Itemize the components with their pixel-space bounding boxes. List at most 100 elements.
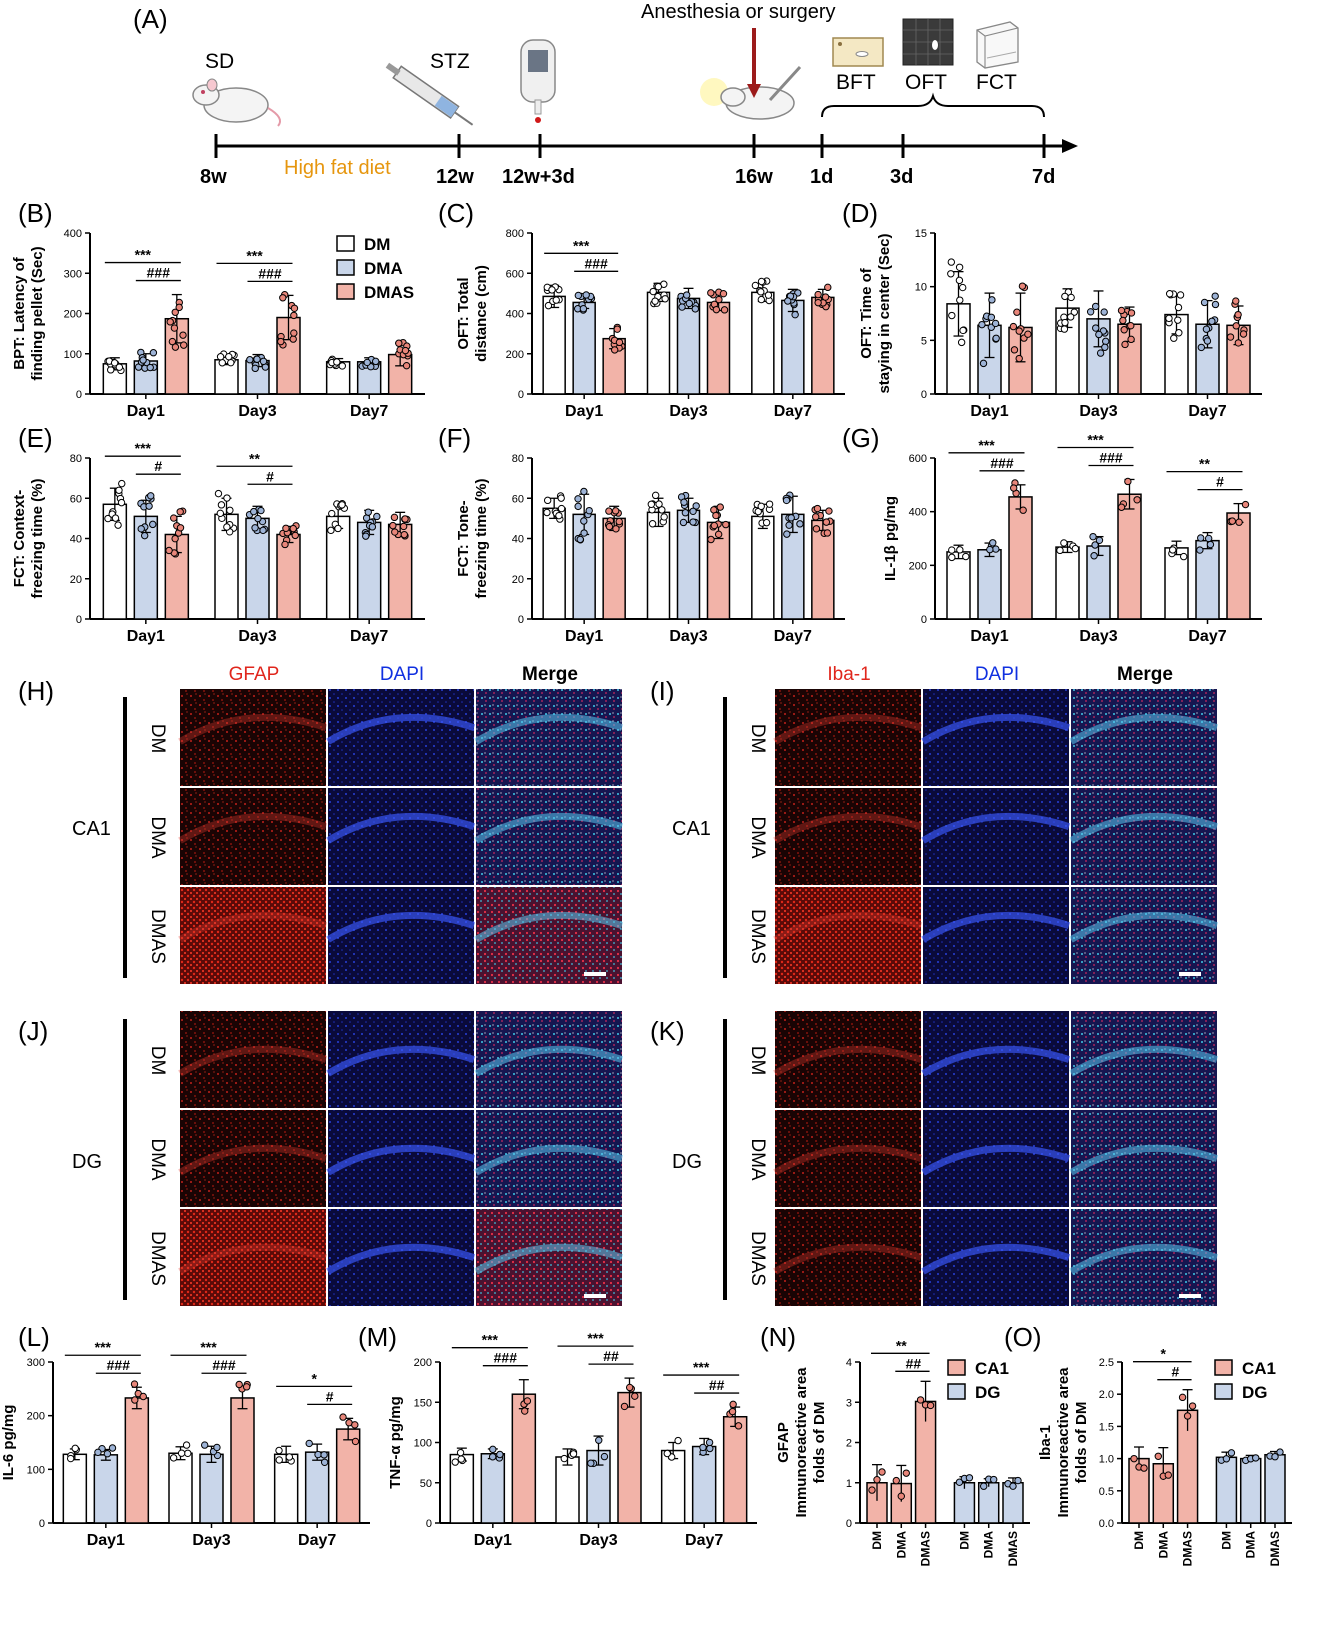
panel-letter-b: (B) xyxy=(18,198,53,228)
data-point xyxy=(66,1454,75,1463)
data-point xyxy=(576,535,584,544)
data-point xyxy=(179,341,188,349)
significance-marker: ## xyxy=(906,1355,922,1371)
tick-12w: 12w xyxy=(436,166,474,188)
data-point xyxy=(1165,290,1174,298)
y-tick-label: 2.0 xyxy=(1099,1389,1114,1401)
bar xyxy=(706,301,731,395)
data-point xyxy=(200,1441,209,1449)
data-point xyxy=(651,491,660,500)
x-category-label: DMAS xyxy=(919,1531,933,1566)
data-point xyxy=(660,513,668,521)
cell-layer-band xyxy=(474,1243,624,1275)
tick-1d: 1d xyxy=(810,166,833,188)
cell-layer-band xyxy=(1069,1243,1219,1275)
data-point xyxy=(707,289,715,297)
x-category-label: DMAS xyxy=(1268,1531,1282,1566)
data-point xyxy=(259,357,268,365)
x-category-label: Day3 xyxy=(669,403,707,420)
data-point xyxy=(147,492,155,500)
data-point xyxy=(716,503,724,511)
data-point xyxy=(958,283,967,292)
bar xyxy=(660,1449,686,1524)
data-point xyxy=(305,1439,313,1448)
data-point xyxy=(171,308,179,316)
data-point xyxy=(1056,546,1064,555)
micrograph-iba-1-dma xyxy=(775,1110,921,1207)
cell-layer-band xyxy=(1069,1144,1219,1176)
cell-layer-band xyxy=(921,812,1071,844)
test-fct: FCT xyxy=(976,71,1017,94)
panel-letter-c: (C) xyxy=(438,198,474,228)
data-point xyxy=(1168,546,1177,554)
y-tick-label: 50 xyxy=(420,1478,432,1490)
data-point xyxy=(674,1436,682,1445)
data-point xyxy=(114,521,122,529)
legend-label-ca1: CA1 xyxy=(975,1359,1009,1378)
data-point xyxy=(218,359,226,367)
data-point xyxy=(1175,329,1183,337)
syringe-icon xyxy=(385,62,474,126)
data-point xyxy=(338,501,346,509)
data-point xyxy=(897,1492,905,1500)
panel-letter-d: (D) xyxy=(842,198,878,228)
significance-marker: ### xyxy=(1099,449,1123,465)
data-point xyxy=(368,523,377,531)
y-tick-label: 100 xyxy=(414,1438,432,1450)
data-point xyxy=(290,304,299,312)
data-point xyxy=(796,520,804,528)
imaging-panel-j: (J) DG DM DMA DMAS xyxy=(18,1011,624,1306)
data-point xyxy=(166,318,174,326)
legend-swatch-dg xyxy=(947,1383,966,1400)
y-tick-label: 5 xyxy=(921,335,927,347)
y-tick-label: 1 xyxy=(846,1478,852,1490)
chart-n: 0 1 2 3 4 GFAP Immunoreactive area folds of DM D… xyxy=(775,1337,1030,1566)
legend-swatch-ca1 xyxy=(947,1359,966,1376)
data-point xyxy=(824,283,832,292)
data-point xyxy=(285,1453,294,1461)
data-point xyxy=(791,310,799,319)
data-point xyxy=(1206,540,1215,549)
micrograph-gfap-dm xyxy=(180,689,326,786)
data-point xyxy=(1119,316,1127,325)
data-point xyxy=(523,1397,532,1405)
legend-label-ca1: CA1 xyxy=(1242,1359,1276,1378)
data-point xyxy=(822,518,831,526)
bar xyxy=(751,515,775,620)
chart-o: 0.0 0.5 1.0 1.5 2.0 2.5 Iba-1 Immunoreactive ar… xyxy=(1037,1346,1292,1566)
data-point xyxy=(176,508,184,516)
data-point xyxy=(1067,293,1075,302)
timeline-arrow-head xyxy=(1062,139,1078,153)
channel-label-gfap: GFAP xyxy=(229,664,280,685)
y-tick-label: 200 xyxy=(909,560,927,572)
scale-bar xyxy=(584,1294,606,1298)
channel-label-dapi: DAPI xyxy=(380,664,424,685)
bar xyxy=(276,533,301,620)
legend-label-dma: DMA xyxy=(364,259,403,278)
y-tick-label: 3 xyxy=(846,1397,852,1409)
y-tick-label: 10 xyxy=(915,282,927,294)
y-axis-label: IL-6 pg/mg xyxy=(0,1405,17,1481)
significance-marker: *** xyxy=(95,1339,112,1355)
data-point xyxy=(720,306,729,314)
significance-marker: ## xyxy=(709,1377,725,1393)
scale-bar xyxy=(1179,972,1201,976)
micrograph-gfap-dma xyxy=(180,788,326,885)
micrograph-merge-dma xyxy=(1071,788,1217,885)
y-axis-label: IL-1β pg/mg xyxy=(882,496,899,581)
significance-marker: ### xyxy=(258,265,282,281)
data-point xyxy=(991,319,1000,328)
data-point xyxy=(149,349,158,357)
x-category-label: DM xyxy=(870,1531,884,1550)
significance-marker: *** xyxy=(693,1359,710,1375)
significance-marker: # xyxy=(266,468,274,484)
y-tick-label: 1.0 xyxy=(1099,1454,1114,1466)
y-tick-label: 0 xyxy=(518,389,524,401)
data-point xyxy=(1211,300,1220,309)
data-point xyxy=(130,1380,139,1388)
data-point xyxy=(457,1455,465,1463)
high-fat-diet-label: High fat diet xyxy=(284,157,391,179)
y-tick-label: 300 xyxy=(64,268,82,280)
data-point xyxy=(216,353,225,361)
y-axis-label: staying in center (Sec) xyxy=(876,233,893,393)
